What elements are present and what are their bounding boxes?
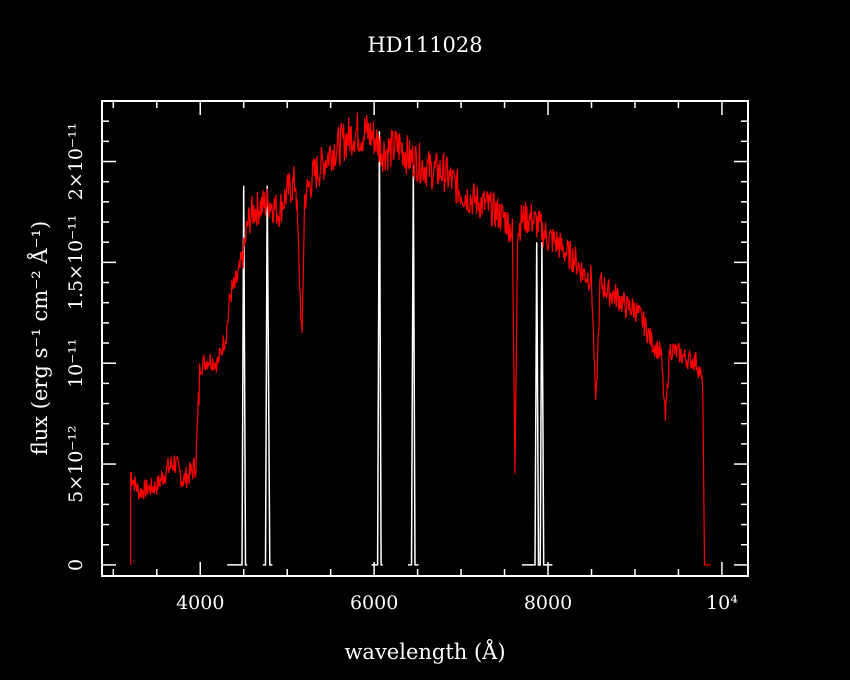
x-tick-label-0: 4000 bbox=[176, 592, 224, 614]
y-tick-label-4: 2×10⁻¹¹ bbox=[65, 123, 87, 200]
y-tick-label-3: 1.5×10⁻¹¹ bbox=[65, 215, 87, 311]
x-tick-label-3: 10⁴ bbox=[706, 592, 738, 614]
chart-title: HD111028 bbox=[367, 33, 482, 57]
filter-curve-1 bbox=[227, 185, 248, 566]
x-axis-label: wavelength (Å) bbox=[344, 639, 505, 664]
plot-frame bbox=[101, 100, 749, 577]
y-tick-label-0: 0 bbox=[65, 559, 87, 571]
x-tick-labels: 4000 6000 8000 10⁴ bbox=[176, 592, 738, 614]
y-axis-label: flux (erg s⁻¹ cm⁻² Å⁻¹) bbox=[27, 221, 52, 456]
axis-ticks bbox=[102, 101, 748, 576]
filter-curve-6 bbox=[537, 242, 553, 566]
filter-curve-2 bbox=[262, 185, 273, 566]
y-tick-label-1: 5×10⁻¹² bbox=[65, 425, 87, 502]
y-tick-labels: 0 5×10⁻¹² 10⁻¹¹ 1.5×10⁻¹¹ 2×10⁻¹¹ bbox=[65, 123, 87, 571]
spectrum-line bbox=[130, 112, 711, 566]
x-tick-label-2: 8000 bbox=[524, 592, 572, 614]
filter-curve-3 bbox=[371, 131, 383, 566]
y-tick-label-2: 10⁻¹¹ bbox=[65, 338, 87, 387]
x-tick-label-1: 6000 bbox=[350, 592, 398, 614]
spectrum bbox=[130, 112, 711, 566]
filter-curves bbox=[227, 131, 553, 566]
